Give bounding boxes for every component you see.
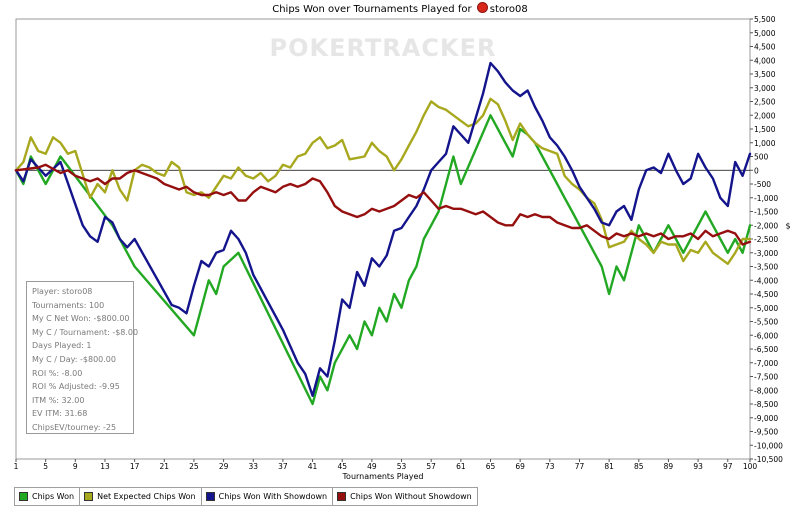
chart-legend: Chips Won Net Expected Chips Won Chips Won… [14,487,478,506]
player-site-icon [476,2,488,13]
x-tick-label: 25 [189,462,199,471]
y-tick-label: 3,000 [754,84,776,93]
y-tick-label: -7,000 [754,359,778,368]
chart-title-player: storo08 [489,4,528,15]
y-tick-label: 1,000 [754,139,776,148]
x-tick-label: 21 [160,462,170,471]
legend-label: Chips Won [32,492,75,501]
x-tick-label: 61 [456,462,466,471]
info-panel-row: My C / Tournament: -$8.00 [32,327,139,337]
y-tick-label: -2,500 [754,235,778,244]
x-tick-label: 37 [278,462,288,471]
y-tick-label: 5,000 [754,29,776,38]
x-tick-label: 29 [219,462,229,471]
y-tick-label: -7,500 [754,373,778,382]
x-tick-label: 93 [693,462,703,471]
y-tick-label: -9,500 [754,428,778,437]
x-tick-label: 45 [337,462,347,471]
x-tick-label: 1 [14,462,19,471]
y-tick-label: -10,000 [754,441,783,450]
info-panel-row: ITM %: 32.00 [32,395,85,405]
y-tick-label: -3,500 [754,263,778,272]
y-tick-label: -3,000 [754,249,778,258]
legend-item-net-expected-chips-won[interactable]: Net Expected Chips Won [80,488,202,505]
x-tick-label: 77 [575,462,585,471]
x-tick-label: 33 [248,462,258,471]
x-tick-label: 65 [486,462,496,471]
y-tick-label: 4,500 [754,43,776,52]
x-tick-label: 97 [723,462,733,471]
x-tick-label: 41 [308,462,318,471]
y-tick-label: -1,500 [754,208,778,217]
x-tick-label: 49 [367,462,377,471]
y-tick-label: -9,000 [754,414,778,423]
legend-swatch [205,492,215,501]
series-line-chips-won-with-showdown [14,61,752,397]
info-panel-row: ROI %: -8.00 [32,368,83,378]
y-tick-label: -4,000 [754,276,778,285]
x-tick-label: 53 [397,462,407,471]
legend-swatch [84,492,94,501]
stats-info-panel: Player: storo08 Tournaments: 100 My C Net … [26,281,139,434]
legend-swatch [337,492,347,501]
y-axis-label: $ [785,221,790,230]
y-tick-label: 5,500 [754,15,776,24]
y-tick-label: 2,000 [754,111,776,120]
y-tick-label: -1,000 [754,194,778,203]
chart-title-text: Chips Won over Tournaments Played for [272,4,472,15]
y-tick-label: -2,000 [754,221,778,230]
legend-label: Chips Won Without Showdown [350,492,472,501]
y-tick-label: 4,000 [754,56,776,65]
legend-swatch [19,492,28,501]
series-line-chips-won [14,114,752,406]
legend-item-chips-won-with-showdown[interactable]: Chips Won With Showdown [202,488,334,505]
info-panel-row: Days Played: 1 [32,341,92,351]
y-tick-label: 500 [754,153,769,162]
legend-item-chips-won-without-showdown[interactable]: Chips Won Without Showdown [333,488,477,505]
legend-item-chips-won[interactable]: Chips Won [15,488,81,505]
x-tick-label: 89 [664,462,674,471]
info-panel-row: Tournaments: 100 [32,300,105,310]
info-panel-row: Player: storo08 [32,287,93,296]
y-tick-label: -10,500 [754,455,783,464]
x-tick-label: 85 [634,462,644,471]
x-tick-label: 57 [426,462,436,471]
series-line-chips-won-without-showdown [14,163,752,246]
y-tick-label: -5,000 [754,304,778,313]
x-tick-label: 13 [100,462,110,471]
x-tick-label: 73 [545,462,555,471]
y-tick-label: -8,500 [754,400,778,409]
x-tick-label: 17 [130,462,140,471]
info-panel-row: My C / Day: -$800.00 [32,354,116,364]
y-tick-label: -6,500 [754,345,778,354]
x-tick-label: 69 [515,462,525,471]
y-tick-label: 0 [754,166,759,175]
info-panel-row: EV ITM: 31.68 [32,409,88,419]
plot-area [15,18,751,460]
y-tick-label: 2,500 [754,98,776,107]
chart-title: Chips Won over Tournaments Played for st… [0,2,800,15]
info-panel-row: ChipsEV/tourney: -25 [32,422,117,432]
y-tick-label: 3,500 [754,70,776,79]
legend-label: Chips Won With Showdown [218,492,328,501]
x-tick-label: 81 [604,462,614,471]
y-tick-label: -4,500 [754,290,778,299]
y-tick-label: -500 [754,180,771,189]
x-tick-label: 100 [743,462,758,471]
y-tick-label: -8,000 [754,386,778,395]
y-tick-label: 1,500 [754,125,776,134]
y-tick-label: -6,000 [754,331,778,340]
info-panel-row: ROI % Adjusted: -9.95 [32,382,120,392]
info-panel-row: My C Net Won: -$800.00 [32,314,130,324]
x-tick-label: 9 [73,462,78,471]
watermark: POKERTRACKER [270,34,497,62]
legend-label: Net Expected Chips Won [97,492,196,501]
y-tick-label: -5,500 [754,318,778,327]
x-tick-label: 5 [43,462,48,471]
x-axis-label: Tournaments Played [342,472,424,481]
